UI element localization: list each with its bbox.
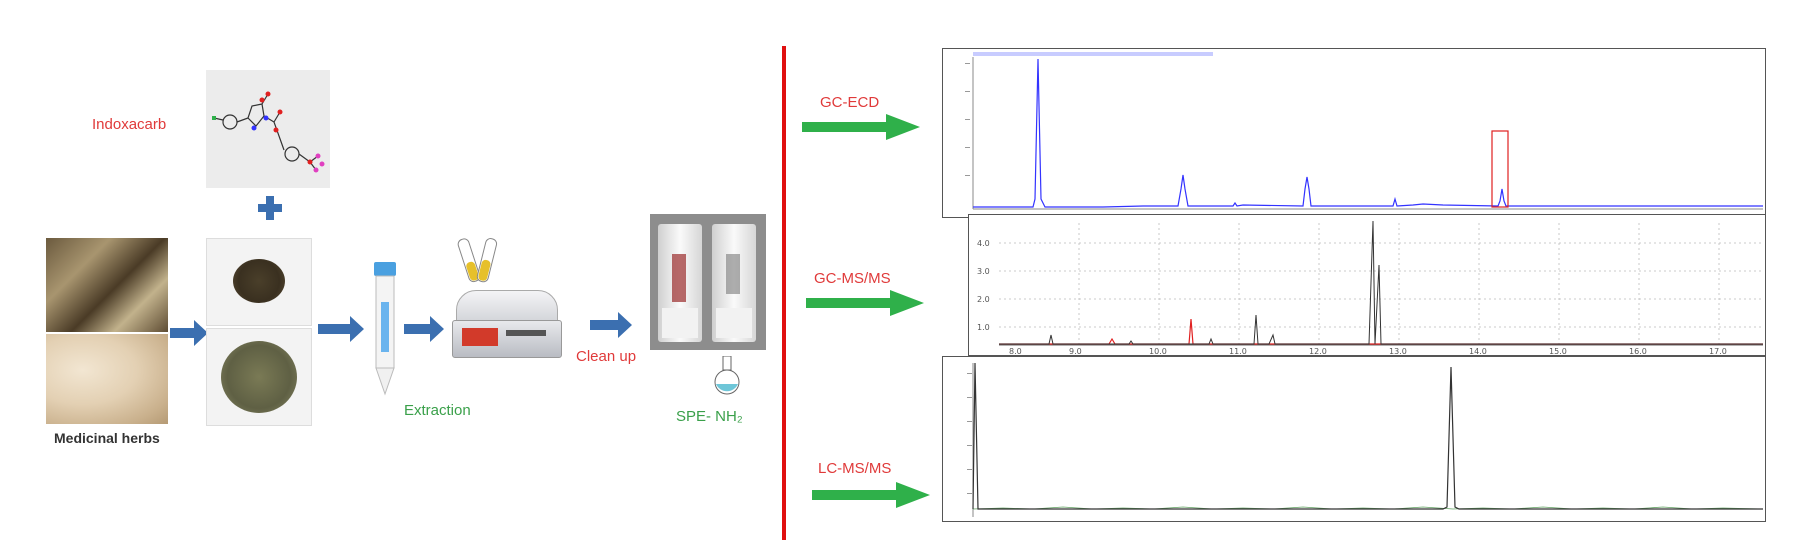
arrow-right-icon [802, 114, 920, 140]
y-tick-label: 1.0 [977, 323, 990, 332]
test-tubes-icon [457, 238, 498, 283]
gc-ecd-chromatogram [942, 48, 1766, 218]
x-tick-label: 14.0 [1469, 347, 1487, 355]
y-tick-label: 4.0 [977, 239, 990, 248]
powder-coarse-photo [206, 238, 312, 326]
x-tick-label: 16.0 [1629, 347, 1647, 355]
section-divider [782, 46, 786, 540]
x-tick-label: 10.0 [1149, 347, 1167, 355]
cleanup-label: Clean up [576, 348, 637, 365]
powder-fine-photo [206, 328, 312, 426]
flask-icon [714, 356, 740, 395]
gc-ecd-trace [965, 52, 1763, 210]
indoxacarb-structure [206, 70, 330, 188]
indoxacarb-label: Indoxacarb [92, 116, 167, 133]
spe-nh2-label: SPE- NH₂ [676, 408, 743, 425]
gc-msms-label: GC-MS/MS [814, 270, 891, 287]
x-tick-label: 8.0 [1009, 347, 1022, 355]
arrow-right-icon [590, 312, 632, 338]
x-tick-label: 13.0 [1389, 347, 1407, 355]
herb-slices-photo [46, 238, 168, 332]
x-tick-label: 9.0 [1069, 347, 1082, 355]
arrow-right-icon [170, 320, 208, 346]
arrow-right-icon [404, 316, 444, 342]
arrow-right-icon [318, 316, 364, 342]
arrow-right-icon [812, 482, 930, 508]
x-tick-label: 11.0 [1229, 347, 1247, 355]
x-tick-label: 15.0 [1549, 347, 1567, 355]
y-tick-label: 2.0 [977, 295, 990, 304]
x-tick-label: 17.0 [1709, 347, 1727, 355]
y-tick-label: 3.0 [977, 267, 990, 276]
molecule-drawing [212, 91, 325, 173]
lc-msms-label: LC-MS/MS [818, 460, 892, 477]
plus-icon [258, 196, 282, 220]
extraction-label: Extraction [404, 402, 471, 419]
gc-msms-chromatogram: 1.0 2.0 3.0 4.0 8.0 9.0 10.0 11.0 12.0 1… [968, 214, 1766, 356]
medicinal-herbs-label: Medicinal herbs [54, 430, 160, 446]
x-tick-label: 12.0 [1309, 347, 1327, 355]
gc-msms-trace: 1.0 2.0 3.0 4.0 8.0 9.0 10.0 11.0 12.0 1… [977, 220, 1763, 356]
centrifuge-tube-icon [374, 262, 396, 396]
herb-root-slices-photo [46, 334, 168, 424]
arrow-right-icon [806, 290, 924, 316]
lc-msms-trace [967, 362, 1764, 517]
centrifuge-device [452, 290, 562, 358]
lc-msms-chromatogram [942, 356, 1766, 522]
spe-cartridges-photo [650, 214, 766, 350]
gc-ecd-label: GC-ECD [820, 94, 880, 111]
